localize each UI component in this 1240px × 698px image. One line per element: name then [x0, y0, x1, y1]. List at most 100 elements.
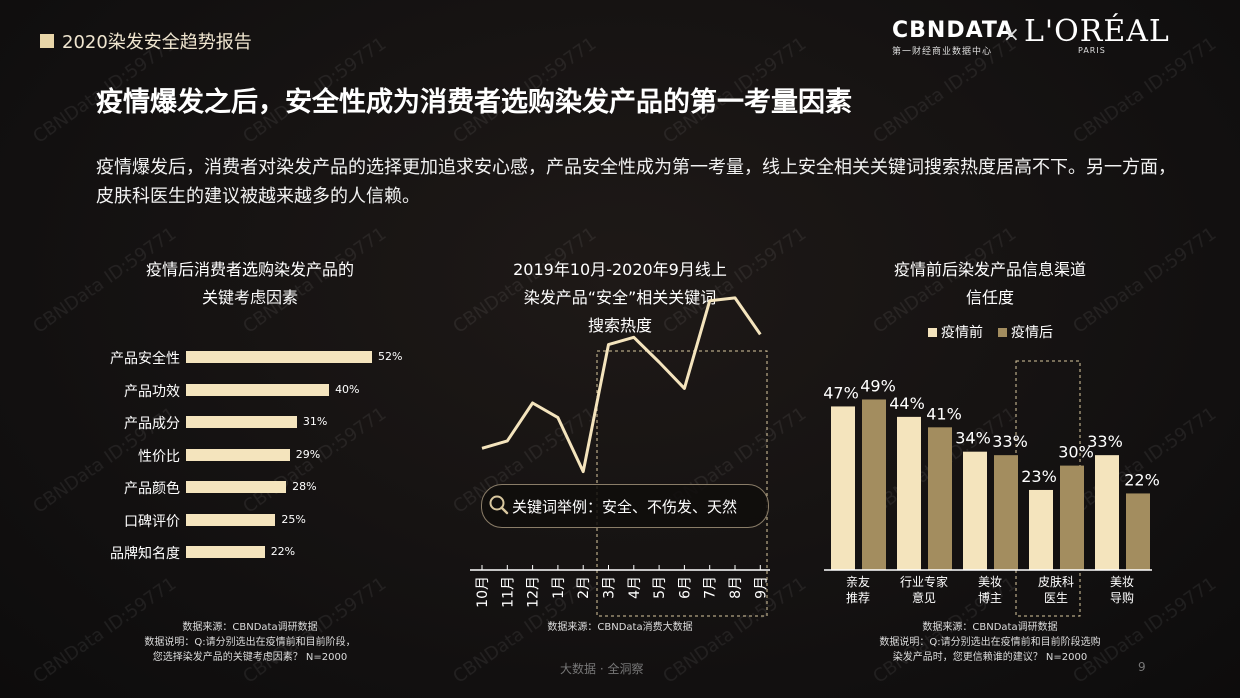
chart1-value-label: 25% [281, 512, 306, 526]
chart2-x-tick-label: 12月 [526, 576, 542, 608]
chart3-value-label: 44% [889, 394, 925, 413]
chart3-category-label: 博主 [978, 590, 1002, 605]
chart3-bar [1060, 465, 1084, 570]
chart1-value-label: 22% [270, 545, 296, 558]
chart1-bar [186, 416, 297, 428]
chart3-category-label: 导购 [1110, 590, 1134, 605]
chart3-bar [831, 406, 855, 570]
chart1-source: 数据来源：CBNData调研数据 数据说明：Q:请分别选出在疫情前和目前阶段， … [120, 620, 380, 665]
chart2-x-tick-label: 3月 [602, 576, 618, 599]
chart3-value-label: 49% [860, 376, 896, 395]
chart3-category-label: 皮肤科 [1038, 574, 1074, 589]
loreal-logo-paris: PARIS [1078, 46, 1106, 55]
chart1-value-label: 29% [295, 447, 321, 461]
chart1-category-label: 产品安全性 [110, 351, 180, 367]
chart3-value-label: 30% [1058, 443, 1094, 462]
chart3-category-label: 亲友 [846, 575, 870, 589]
chart3-category-label: 推荐 [846, 591, 870, 605]
chart1-category-label: 品牌知名度 [110, 546, 180, 562]
chart3-source-line3: 染发产品时，您更信赖谁的建议？ N=2000 [892, 652, 1088, 663]
chart1-bar [186, 351, 372, 363]
chart3-source-line1: 数据来源：CBNData调研数据 [922, 622, 1058, 633]
legend-label-before: 疫情前 [941, 325, 983, 341]
chart3-title: 疫情前后染发产品信息渠道 信任度 [840, 256, 1140, 312]
chart3-value-label: 34% [955, 429, 991, 448]
chart3-category-label: 美妆 [978, 575, 1002, 589]
chart1-source-line1: 数据来源：CBNData调研数据 [182, 622, 318, 633]
chart3-value-label: 23% [1021, 467, 1057, 486]
chart2-x-tick-label: 6月 [677, 576, 693, 599]
chart3-value-label: 33% [992, 432, 1028, 451]
chart1-bar [186, 513, 276, 526]
chart1-category-label: 性价比 [138, 448, 180, 465]
chart2-x-tick-label: 5月 [652, 576, 668, 599]
chart2-title-line2: 染发产品“安全”相关关键词 [523, 288, 717, 307]
page-title: 疫情爆发之后，安全性成为消费者选购染发产品的第一考量因素 [96, 87, 852, 118]
chart2-highlight-box [596, 350, 768, 617]
chart1-bar [186, 546, 265, 558]
logo-separator: × [1003, 22, 1020, 46]
chart2-series-line [481, 296, 762, 474]
chart3-bar [963, 451, 987, 570]
chart2-x-tick-label: 7月 [703, 576, 719, 599]
chart2-x-tick-label: 9月 [753, 576, 769, 599]
chart3-category-label: 医生 [1044, 591, 1068, 605]
legend-label-after: 疫情后 [1011, 325, 1053, 341]
legend-swatch-before [928, 328, 937, 337]
chart2-title-line3: 搜索热度 [587, 316, 652, 335]
chart3-value-label: 41% [926, 404, 962, 423]
chart2-x-tick-label: 4月 [627, 576, 643, 599]
chart1-value-label: 31% [302, 415, 328, 428]
chart3-bar [1126, 493, 1150, 570]
chart1-value-label: 28% [292, 480, 317, 493]
cbndata-logo: CBNDATA [892, 18, 1015, 43]
chart2-x-tick-label: 11月 [500, 576, 516, 608]
chart2-x-tick-label: 8月 [728, 576, 744, 599]
legend-swatch-after [998, 328, 1007, 337]
page-number: 9 [1138, 660, 1146, 674]
chart3-value-label: 33% [1087, 432, 1123, 451]
chart3-bar [1095, 455, 1119, 570]
keyword-example-text: 关键词举例：安全、不伤发、天然 [512, 498, 738, 516]
chart3-value-label: 47% [823, 383, 859, 402]
chart3-source: 数据来源：CBNData调研数据 数据说明：Q:请分别选出在疫情前和目前阶段选购… [860, 620, 1120, 665]
chart2-x-tick-label: 2月 [576, 576, 592, 599]
chart2-title-line1: 2019年10月-2020年9月线上 [513, 260, 727, 279]
chart1-title-line1: 疫情后消费者选购染发产品的 [145, 260, 354, 279]
report-title: 2020染发安全趋势报告 [62, 32, 252, 53]
loreal-logo: L'ORÉAL [1024, 14, 1170, 49]
chart3-bar [994, 455, 1018, 570]
chart3-bar [897, 416, 921, 570]
chart1-value-label: 40% [335, 382, 360, 396]
chart1-bar [186, 481, 287, 493]
chart2-x-tick-label: 10月 [475, 576, 491, 608]
chart1-title: 疫情后消费者选购染发产品的 关键考虑因素 [100, 256, 400, 312]
chart1-source-line3: 您选择染发产品的关键考虑因素？ N=2000 [152, 652, 348, 663]
chart3-title-line1: 疫情前后染发产品信息渠道 [893, 260, 1086, 279]
chart1-category-label: 产品成分 [124, 416, 180, 432]
chart1-title-line2: 关键考虑因素 [201, 288, 298, 307]
chart3-value-label: 22% [1124, 470, 1160, 489]
chart1-bar [186, 383, 330, 396]
cbndata-logo-subtitle: 第一财经商业数据中心 [892, 47, 993, 57]
chart3-category-label: 意见 [912, 590, 936, 605]
chart1-value-label: 52% [378, 350, 403, 363]
chart3-category-label: 美妆 [1110, 575, 1134, 589]
chart1-category-label: 产品颜色 [124, 481, 180, 497]
chart2-source: 数据来源：CBNData消费大数据 [547, 622, 693, 633]
chart3-bar [1029, 489, 1053, 570]
chart2-title: 2019年10月-2020年9月线上 染发产品“安全”相关关键词 搜索热度 [460, 256, 780, 340]
chart1-source-line2: 数据说明：Q:请分别选出在疫情前和目前阶段， [144, 637, 356, 648]
chart1-category-label: 产品功效 [124, 383, 180, 400]
footer-tagline: 大数据 · 全洞察 [560, 662, 644, 676]
chart3-source-line2: 数据说明：Q:请分别选出在疫情前和目前阶段选购 [879, 637, 1101, 648]
page-description: 疫情爆发后，消费者对染发产品的选择更加追求安心感，产品安全性成为第一考量，线上安… [96, 157, 1176, 207]
chart2-x-tick-label: 1月 [551, 576, 567, 599]
header-square-icon [40, 34, 54, 48]
chart3-bar [928, 427, 952, 570]
keyword-example-box [481, 484, 769, 528]
chart3-bar [862, 399, 886, 570]
chart1-category-label: 口碑评价 [124, 513, 180, 530]
